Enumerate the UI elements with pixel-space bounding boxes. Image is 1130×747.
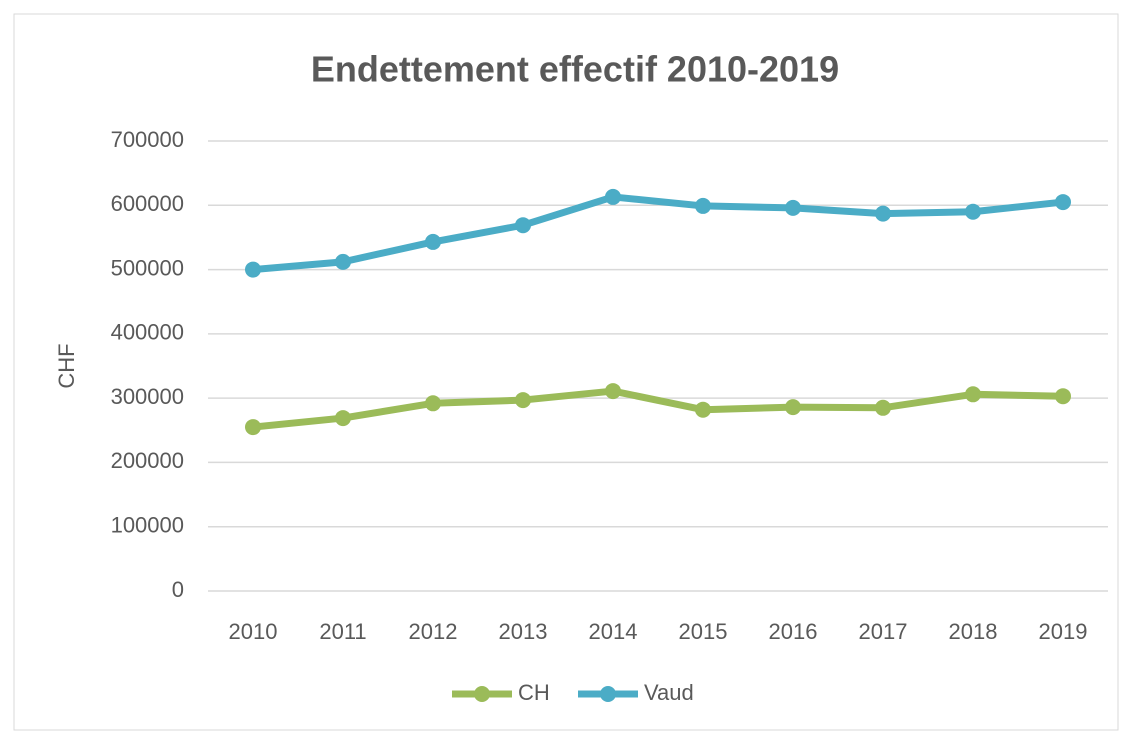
y-axis-label: CHF — [54, 343, 79, 388]
chart-frame — [13, 13, 1119, 731]
data-point — [695, 401, 711, 418]
legend-marker — [600, 686, 616, 702]
x-tick-label: 2017 — [859, 619, 908, 644]
data-point — [695, 197, 711, 214]
x-tick-label: 2018 — [949, 619, 998, 644]
legend-label: CH — [518, 680, 550, 705]
x-tick-label: 2012 — [409, 619, 458, 644]
x-tick-label: 2019 — [1039, 619, 1088, 644]
y-tick-label: 100000 — [111, 513, 184, 538]
y-tick-label: 300000 — [111, 384, 184, 409]
data-point — [785, 399, 801, 416]
data-point — [245, 261, 261, 278]
data-point — [515, 217, 531, 234]
chart-title: Endettement effectif 2010-2019 — [311, 49, 839, 90]
data-point — [875, 399, 891, 416]
x-tick-label: 2016 — [769, 619, 818, 644]
series-line — [252, 193, 1064, 274]
x-tick-label: 2010 — [229, 619, 278, 644]
y-tick-label: 500000 — [111, 255, 184, 280]
x-tick-label: 2013 — [499, 619, 548, 644]
data-point — [605, 188, 621, 205]
data-point — [425, 395, 441, 412]
y-tick-label: 600000 — [111, 191, 184, 216]
x-tick-label: 2011 — [319, 619, 366, 644]
data-point — [1055, 388, 1071, 405]
data-point — [1055, 194, 1071, 211]
data-point — [875, 205, 891, 222]
data-point — [605, 383, 621, 400]
y-tick-label: 700000 — [111, 127, 184, 152]
data-point — [425, 233, 441, 250]
y-tick-label: 0 — [172, 577, 184, 602]
legend-marker — [474, 686, 490, 702]
data-point — [965, 203, 981, 220]
data-point — [965, 386, 981, 403]
data-point — [515, 392, 531, 409]
y-tick-label: 200000 — [111, 448, 184, 473]
data-point — [335, 410, 351, 427]
data-point — [245, 419, 261, 436]
data-point — [785, 199, 801, 216]
series-line — [252, 387, 1064, 431]
legend-label: Vaud — [644, 680, 694, 705]
x-tick-label: 2015 — [679, 619, 728, 644]
x-tick-label: 2014 — [589, 619, 638, 644]
y-tick-label: 400000 — [111, 320, 184, 345]
data-point — [335, 253, 351, 270]
